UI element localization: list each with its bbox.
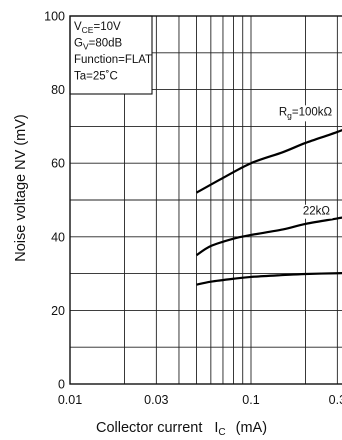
y-tick-label: 0 [58, 378, 65, 392]
curve-labels: Rg=100kΩ22kΩ5kΩ [276, 105, 335, 219]
y-tick-label: 100 [44, 10, 65, 24]
x-axis-title: Collector current IC (mA) [96, 420, 267, 438]
curves [195, 128, 342, 286]
curve-label: Rg=100kΩ [279, 106, 333, 120]
curve-label: 22kΩ [303, 206, 331, 218]
curve-label-bg [276, 105, 335, 122]
curve-rg100k [195, 128, 342, 194]
x-tick-label: 0.03 [144, 393, 168, 407]
x-tick-label: 0.3 [329, 393, 342, 407]
y-tick-label: 20 [51, 304, 65, 318]
y-axis-title: Noise voltage NV (mV) [13, 114, 29, 261]
x-tick-label: 0.1 [242, 393, 259, 407]
condition-line: GV=80dB [74, 38, 123, 52]
condition-line: VCE=10V [74, 21, 121, 35]
curve-5k [196, 272, 342, 286]
conditions-box: VCE=10V GV=80dB Function=FLAT Ta=25˚C [69, 15, 153, 95]
tick-labels: 0.010.030.10.31020406080100 [44, 10, 342, 408]
y-tick-label: 80 [51, 83, 65, 97]
y-tick-label: 40 [51, 230, 65, 244]
curve-label-bg [300, 204, 333, 219]
plot-frame [69, 15, 342, 385]
y-tick-label: 60 [51, 157, 65, 171]
condition-line: Ta=25˚C [74, 71, 118, 83]
x-tick-label: 0.01 [58, 393, 82, 407]
axis-titles: Collector current IC (mA) Noise voltage NV … [13, 114, 267, 438]
curve-22k [195, 216, 342, 257]
condition-line: Function=FLAT [74, 54, 152, 66]
